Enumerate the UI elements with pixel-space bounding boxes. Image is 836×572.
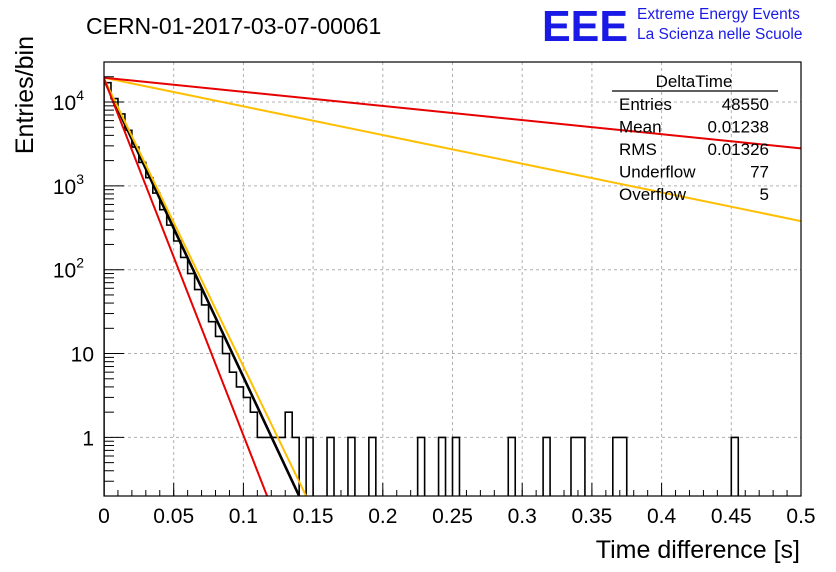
y-tick-label: 102 — [53, 255, 84, 283]
fit-curve — [104, 78, 308, 496]
stats-row-label: RMS — [619, 140, 657, 159]
histogram-outline — [104, 81, 740, 496]
logo-line1: Extreme Energy Events — [637, 6, 800, 23]
y-tick-label: 1 — [82, 427, 94, 450]
fit-curve — [104, 76, 801, 150]
fit-curve — [104, 78, 269, 496]
stats-row-value: 0.01326 — [708, 140, 769, 159]
y-tick-label: 104 — [53, 87, 84, 115]
stats-rows: Entries 48550 Mean 0.01238 RMS 0.01326 Underfl… — [619, 95, 769, 204]
x-tick-label: 0.15 — [293, 505, 334, 528]
histogram — [104, 81, 740, 496]
fit-curve — [104, 76, 801, 223]
logo-line2: La Scienza nelle Scuole — [637, 26, 802, 43]
x-tick-label: 0.4 — [647, 505, 677, 528]
fit-curve — [104, 79, 301, 496]
stats-row-label: Entries — [619, 95, 672, 114]
x-tick-label: 0.2 — [368, 505, 397, 528]
y-tick-label: 103 — [53, 171, 84, 199]
x-tick-label: 0.45 — [711, 505, 752, 528]
grid-lines — [104, 62, 801, 496]
stats-box: DeltaTime Entries 48550 Mean 0.01238 RMS 0.01… — [612, 72, 778, 204]
x-tick-label: 0.1 — [229, 505, 258, 528]
x-tick-label: 0.05 — [153, 505, 194, 528]
x-tick-label: 0.3 — [508, 505, 537, 528]
axes: 0 0.05 0.1 0.15 0.2 0.25 0.3 0.35 0.4 0.45 0.5 1 10 1… — [53, 61, 816, 528]
stats-row-value: 5 — [760, 185, 769, 204]
stats-row-value: 48550 — [722, 95, 769, 114]
stats-row-value: 77 — [750, 163, 769, 182]
x-tick-label: 0.25 — [432, 505, 473, 528]
logo: EEE Extreme Energy Events La Scienza nel… — [542, 2, 802, 51]
y-tick-label: 10 — [71, 344, 94, 367]
logo-mark: EEE — [542, 2, 628, 51]
stats-row-label: Overflow — [619, 185, 687, 204]
x-tick-label: 0.5 — [786, 505, 815, 528]
fit-curves — [104, 76, 801, 496]
stats-box-title: DeltaTime — [656, 72, 733, 91]
stats-row-label: Underflow — [619, 163, 696, 182]
chart-title: CERN-01-2017-03-07-00061 — [86, 13, 381, 39]
y-axis-label: Entries/bin — [11, 36, 39, 154]
x-tick-label: 0 — [98, 505, 110, 528]
x-axis-label: Time difference [s] — [596, 536, 800, 564]
x-tick-label: 0.35 — [571, 505, 612, 528]
stats-row-label: Mean — [619, 118, 662, 137]
stats-row-value: 0.01238 — [708, 118, 769, 137]
